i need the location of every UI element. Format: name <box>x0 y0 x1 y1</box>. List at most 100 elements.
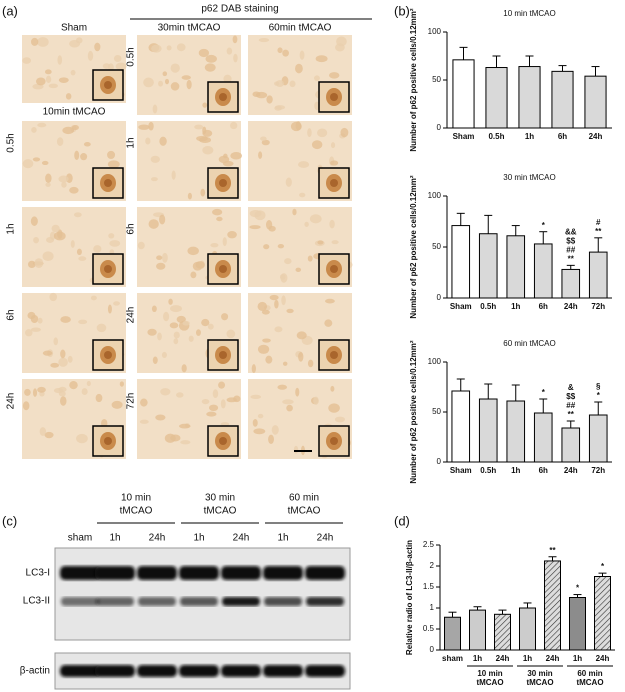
cell <box>152 104 158 114</box>
cell <box>171 170 176 180</box>
cell <box>335 43 345 52</box>
cell <box>108 233 115 239</box>
cell <box>50 362 60 368</box>
chart-title: 30 min tMCAO <box>503 173 555 182</box>
significance: ## <box>566 245 575 254</box>
cell <box>212 389 219 399</box>
column-subtitle: 10min tMCAO <box>43 107 106 118</box>
cell <box>227 231 237 239</box>
band <box>95 566 135 580</box>
x-tick-label: Sham <box>450 466 472 475</box>
x-tick-label: 1h <box>525 132 534 141</box>
x-tick-label: 72h <box>591 466 605 475</box>
cell <box>62 126 75 135</box>
cell <box>254 210 266 221</box>
cell <box>76 433 88 444</box>
cell <box>190 271 197 279</box>
column-header: 30min tMCAO <box>158 23 221 34</box>
inset-nucleus <box>219 351 227 359</box>
significance: ** <box>568 254 575 263</box>
band <box>221 665 261 677</box>
cell <box>44 431 54 439</box>
band <box>306 597 344 606</box>
cell <box>169 322 179 329</box>
band <box>221 566 261 580</box>
cell <box>261 139 270 146</box>
y-tick-label: 0 <box>437 457 442 466</box>
cell <box>156 255 163 261</box>
significance: * <box>601 562 605 571</box>
micrograph <box>137 293 241 373</box>
cell <box>42 251 54 262</box>
band <box>137 566 177 580</box>
cell <box>45 75 52 83</box>
cell <box>304 221 309 227</box>
panel-label: (c) <box>2 513 17 528</box>
cell <box>202 145 214 155</box>
significance: ** <box>568 410 575 419</box>
cell <box>223 74 232 84</box>
cell <box>170 82 180 91</box>
cell <box>67 355 73 363</box>
cell <box>311 140 323 150</box>
cell <box>295 387 300 397</box>
micrograph <box>248 121 352 201</box>
cell <box>330 385 335 392</box>
cell <box>80 153 88 161</box>
cell <box>205 54 217 63</box>
cell <box>263 244 270 250</box>
micrograph <box>248 35 352 115</box>
cell <box>200 188 206 197</box>
micrograph <box>22 121 126 201</box>
significance: & <box>568 383 574 392</box>
cell <box>220 422 230 427</box>
cell <box>233 395 241 403</box>
micrograph <box>22 379 126 459</box>
cell <box>34 258 44 269</box>
cell <box>75 37 83 44</box>
y-tick-label: 50 <box>432 242 441 251</box>
cell <box>148 219 159 229</box>
cell <box>161 351 167 359</box>
cell <box>37 386 46 393</box>
panel-label: (d) <box>394 513 410 528</box>
bar <box>518 66 541 129</box>
cell <box>277 243 285 249</box>
cell <box>70 240 75 248</box>
significance: # <box>596 218 601 227</box>
cell <box>293 445 299 454</box>
band <box>137 665 177 677</box>
inset-nucleus <box>219 437 227 445</box>
y-axis-label: Number of p62 positive cells/0.12mm² <box>409 175 418 318</box>
cell <box>222 237 227 247</box>
micrograph <box>248 379 352 459</box>
cell <box>289 80 296 88</box>
cell <box>226 47 233 55</box>
y-tick-label: 1 <box>430 603 435 612</box>
group-label: 10 min <box>477 669 502 678</box>
band-label: β-actin <box>20 666 50 677</box>
cell <box>58 175 69 183</box>
cell <box>195 261 205 269</box>
cell <box>159 214 166 225</box>
group-label: tMCAO <box>476 678 503 687</box>
cell <box>257 344 270 354</box>
cell <box>78 256 87 261</box>
cell <box>176 392 184 398</box>
cell <box>148 121 154 131</box>
x-tick-label: 1h <box>573 654 582 663</box>
lane-label: 1h <box>277 533 288 544</box>
cell <box>206 411 217 417</box>
cell <box>282 361 288 366</box>
cell <box>41 160 49 166</box>
panel-label: (a) <box>2 3 18 18</box>
band <box>263 566 303 580</box>
band <box>60 566 100 580</box>
micrograph <box>248 207 353 287</box>
cell <box>60 349 66 359</box>
cell <box>45 173 52 183</box>
cell <box>170 305 182 313</box>
cell <box>204 63 216 72</box>
cell <box>210 242 219 248</box>
micrograph <box>22 207 126 287</box>
